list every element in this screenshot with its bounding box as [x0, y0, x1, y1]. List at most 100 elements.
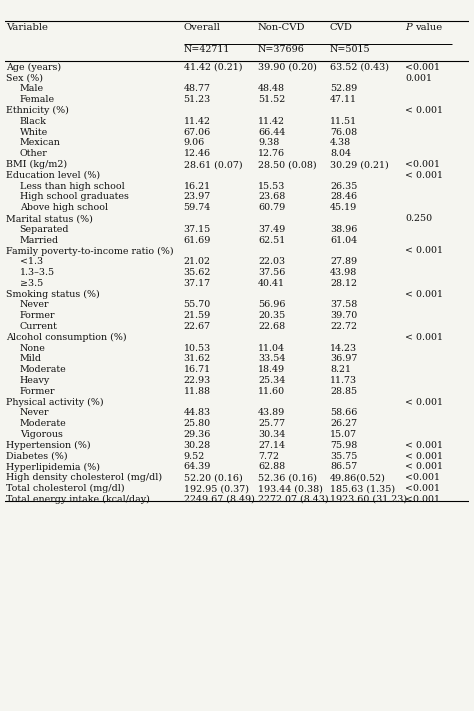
Text: 41.42 (0.21): 41.42 (0.21) [183, 63, 242, 72]
Text: 11.42: 11.42 [183, 117, 210, 126]
Text: P: P [405, 23, 412, 32]
Text: 9.52: 9.52 [183, 451, 205, 461]
Text: Family poverty-to-income ratio (%): Family poverty-to-income ratio (%) [6, 247, 173, 255]
Text: Alcohol consumption (%): Alcohol consumption (%) [6, 333, 126, 342]
Text: 36.97: 36.97 [330, 355, 357, 363]
Text: N=37696: N=37696 [258, 46, 305, 55]
Text: Less than high school: Less than high school [19, 181, 124, 191]
Text: 25.77: 25.77 [258, 419, 285, 428]
Text: Total energy intake (kcal/day): Total energy intake (kcal/day) [6, 495, 149, 504]
Text: <0.001: <0.001 [405, 474, 440, 482]
Text: 11.88: 11.88 [183, 387, 210, 396]
Text: Sex (%): Sex (%) [6, 74, 43, 82]
Text: 11.51: 11.51 [330, 117, 357, 126]
Text: Marital status (%): Marital status (%) [6, 214, 92, 223]
Text: 52.89: 52.89 [330, 85, 357, 93]
Text: 25.80: 25.80 [183, 419, 211, 428]
Text: 1.3–3.5: 1.3–3.5 [19, 268, 55, 277]
Text: 4.38: 4.38 [330, 139, 351, 147]
Text: 37.15: 37.15 [183, 225, 211, 234]
Text: 62.88: 62.88 [258, 462, 285, 471]
Text: 56.96: 56.96 [258, 301, 285, 309]
Text: 51.23: 51.23 [183, 95, 211, 105]
Text: 39.70: 39.70 [330, 311, 357, 320]
Text: 11.04: 11.04 [258, 343, 285, 353]
Text: < 0.001: < 0.001 [405, 171, 443, 180]
Text: 28.12: 28.12 [330, 279, 357, 288]
Text: Heavy: Heavy [19, 376, 50, 385]
Text: 22.72: 22.72 [330, 322, 357, 331]
Text: 86.57: 86.57 [330, 462, 357, 471]
Text: Former: Former [19, 387, 55, 396]
Text: <1.3: <1.3 [19, 257, 43, 266]
Text: 37.17: 37.17 [183, 279, 211, 288]
Text: 2272.07 (8.43): 2272.07 (8.43) [258, 495, 328, 504]
Text: Current: Current [19, 322, 57, 331]
Text: 21.02: 21.02 [183, 257, 210, 266]
Text: Mild: Mild [19, 355, 42, 363]
Text: 58.66: 58.66 [330, 408, 357, 417]
Text: 35.62: 35.62 [183, 268, 211, 277]
Text: Moderate: Moderate [19, 365, 66, 374]
Text: Overall: Overall [183, 23, 220, 32]
Text: Hyperlipidemia (%): Hyperlipidemia (%) [6, 462, 100, 471]
Text: White: White [19, 128, 48, 137]
Text: Hypertension (%): Hypertension (%) [6, 441, 90, 450]
Text: 10.53: 10.53 [183, 343, 211, 353]
Text: 37.58: 37.58 [330, 301, 357, 309]
Text: < 0.001: < 0.001 [405, 106, 443, 115]
Text: 28.50 (0.08): 28.50 (0.08) [258, 160, 317, 169]
Text: 7.72: 7.72 [258, 451, 279, 461]
Text: 30.34: 30.34 [258, 430, 285, 439]
Text: 26.35: 26.35 [330, 181, 357, 191]
Text: Separated: Separated [19, 225, 69, 234]
Text: Smoking status (%): Smoking status (%) [6, 289, 100, 299]
Text: 48.48: 48.48 [258, 85, 285, 93]
Text: 76.08: 76.08 [330, 128, 357, 137]
Text: 61.69: 61.69 [183, 235, 211, 245]
Text: Education level (%): Education level (%) [6, 171, 100, 180]
Text: 45.19: 45.19 [330, 203, 357, 213]
Text: 44.83: 44.83 [183, 408, 211, 417]
Text: 0.001: 0.001 [405, 74, 432, 82]
Text: <0.001: <0.001 [405, 484, 440, 493]
Text: 61.04: 61.04 [330, 235, 357, 245]
Text: value: value [415, 23, 443, 32]
Text: 18.49: 18.49 [258, 365, 285, 374]
Text: 192.95 (0.37): 192.95 (0.37) [183, 484, 248, 493]
Text: 22.68: 22.68 [258, 322, 285, 331]
Text: < 0.001: < 0.001 [405, 441, 443, 450]
Text: High density cholesterol (mg/dl): High density cholesterol (mg/dl) [6, 474, 162, 482]
Text: Other: Other [19, 149, 47, 159]
Text: Vigorous: Vigorous [19, 430, 63, 439]
Text: 38.96: 38.96 [330, 225, 357, 234]
Text: < 0.001: < 0.001 [405, 289, 443, 299]
Text: 26.27: 26.27 [330, 419, 357, 428]
Text: Diabetes (%): Diabetes (%) [6, 451, 67, 461]
Text: 37.56: 37.56 [258, 268, 285, 277]
Text: 9.38: 9.38 [258, 139, 279, 147]
Text: 49.86(0.52): 49.86(0.52) [330, 474, 386, 482]
Text: 30.29 (0.21): 30.29 (0.21) [330, 160, 389, 169]
Text: Male: Male [19, 85, 44, 93]
Text: 20.35: 20.35 [258, 311, 285, 320]
Text: 11.42: 11.42 [258, 117, 285, 126]
Text: 23.68: 23.68 [258, 193, 285, 201]
Text: Former: Former [19, 311, 55, 320]
Text: < 0.001: < 0.001 [405, 247, 443, 255]
Text: 28.85: 28.85 [330, 387, 357, 396]
Text: 22.93: 22.93 [183, 376, 211, 385]
Text: 16.21: 16.21 [183, 181, 211, 191]
Text: Never: Never [19, 408, 49, 417]
Text: 12.46: 12.46 [183, 149, 211, 159]
Text: Non-CVD: Non-CVD [258, 23, 305, 32]
Text: Female: Female [19, 95, 55, 105]
Text: 60.79: 60.79 [258, 203, 285, 213]
Text: 8.04: 8.04 [330, 149, 351, 159]
Text: 25.34: 25.34 [258, 376, 285, 385]
Text: Variable: Variable [6, 23, 48, 32]
Text: Black: Black [19, 117, 46, 126]
Text: 2249.67 (8.49): 2249.67 (8.49) [183, 495, 255, 504]
Text: 52.36 (0.16): 52.36 (0.16) [258, 474, 317, 482]
Text: Moderate: Moderate [19, 419, 66, 428]
